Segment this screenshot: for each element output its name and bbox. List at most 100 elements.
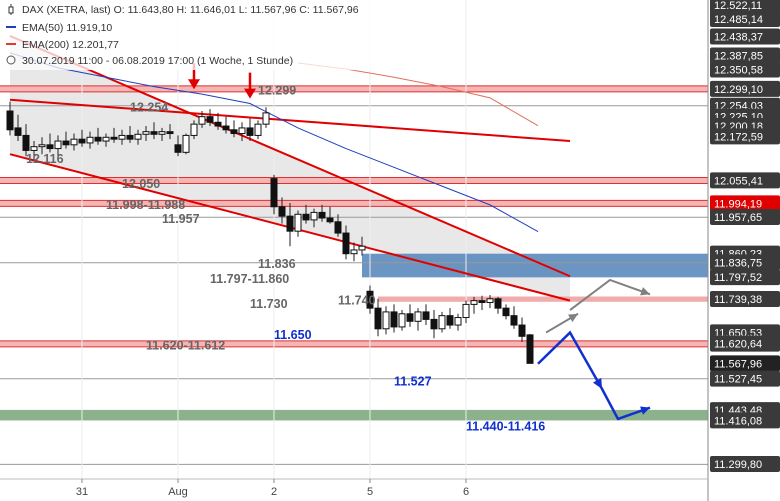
candle-body-50 <box>406 313 414 322</box>
zone-2 <box>378 296 708 302</box>
annotation-13: 11.440-11.416 <box>466 419 545 433</box>
candle-body-51 <box>414 311 422 322</box>
candle-body-52 <box>422 311 430 320</box>
candle-body-39 <box>318 211 326 219</box>
annotation-4: 11.998-11.988 <box>106 198 185 212</box>
candle-body-7 <box>62 140 70 146</box>
candle-body-47 <box>382 311 390 330</box>
zone-1 <box>362 253 708 278</box>
x-axis: 31 Aug 2 5 6 <box>0 478 708 498</box>
candle-body-17 <box>142 131 150 135</box>
candle-body-60 <box>486 298 494 304</box>
y-tick-label-15: 11.797,52 <box>714 272 762 284</box>
y-tick-label-16: 11.739,38 <box>714 294 762 306</box>
level-band-0 <box>0 85 708 92</box>
y-tick-label-14: 11.836,75 <box>714 257 762 269</box>
candle-body-53 <box>430 318 438 330</box>
down-marker-head-1 <box>244 88 256 99</box>
x-tick-label-0: 31 <box>76 486 88 498</box>
candle-body-5 <box>46 144 54 150</box>
annotation-3: 12.050 <box>122 177 160 191</box>
candle-body-6 <box>54 140 62 150</box>
y-tick-label-1: 12.485,14 <box>714 14 763 26</box>
candle-body-14 <box>118 134 126 140</box>
candle-body-43 <box>350 249 358 255</box>
candle-body-8 <box>70 138 78 146</box>
candle-body-10 <box>86 136 94 144</box>
y-tick-label-4: 12.350,58 <box>714 64 763 76</box>
candle-body-48 <box>390 311 398 328</box>
x-tick-label-3: 5 <box>367 486 373 498</box>
y-tick-bg-18 <box>710 335 780 352</box>
level-band-2 <box>0 177 708 184</box>
zone-3 <box>0 409 708 421</box>
candle-body-4 <box>38 144 46 148</box>
y-tick-bg-2 <box>710 28 780 45</box>
annotation-2: 12.116 <box>26 152 64 166</box>
y-tick-bg-15 <box>710 269 780 286</box>
candle-body-49 <box>398 313 406 328</box>
candle-body-41 <box>334 221 342 234</box>
y-tick-label-2: 12.438,37 <box>714 32 763 44</box>
candle-body-42 <box>342 232 350 255</box>
candle-body-16 <box>134 133 142 140</box>
clock-icon <box>6 55 16 65</box>
candle-body-64 <box>518 324 526 337</box>
y-tick-label-3: 12.387,85 <box>714 50 763 62</box>
y-tick-bg-0 <box>710 0 780 14</box>
projection-arrowhead-mid <box>592 377 602 389</box>
y-tick-bg-20 <box>710 370 780 387</box>
y-tick-label-20: 11.527,45 <box>714 374 762 386</box>
y-tick-label-10: 12.055,41 <box>714 175 763 187</box>
projection-arrowhead-0 <box>640 406 650 415</box>
projections <box>537 278 651 421</box>
down-marker-head-0 <box>188 79 200 90</box>
candle-body-40 <box>326 217 334 223</box>
candle-body-11 <box>94 136 102 142</box>
candle-body-29 <box>238 127 246 135</box>
candle-body-24 <box>198 116 206 125</box>
candle-body-63 <box>510 315 518 326</box>
y-tick-bg-11 <box>710 195 780 212</box>
candle-body-2 <box>22 134 30 151</box>
annotation-0: 12.299 <box>258 83 296 97</box>
candle-body-15 <box>126 134 134 140</box>
candle-body-65 <box>526 334 534 364</box>
annotation-7: 11.797-11.860 <box>210 272 289 286</box>
candle-body-18 <box>150 131 158 135</box>
y-tick-bg-23 <box>710 456 780 473</box>
candle-body-45 <box>366 290 374 309</box>
legend: DAX (XETRA, last) O: 11.643,80 H: 11.646… <box>0 0 392 70</box>
legend-text-0: DAX (XETRA, last) O: 11.643,80 H: 11.646… <box>22 4 359 16</box>
ema50-line <box>9 52 539 232</box>
candle-body-59 <box>478 300 486 304</box>
candle-body-38 <box>310 211 318 221</box>
annotation-5: 11.957 <box>162 212 200 226</box>
y-tick-label-11: 11.994,19 <box>714 198 762 210</box>
candle-body-0 <box>6 110 14 131</box>
trendline-1 <box>9 98 571 143</box>
candle-body-22 <box>182 134 190 153</box>
y-tick-bg-19 <box>710 355 780 372</box>
y-axis: 12.522,11 12.485,14 12.438,37 12.387,85 12.3… <box>707 0 780 501</box>
y-tick-label-0: 12.522,11 <box>714 0 762 12</box>
annotation-10: 11.650 <box>274 328 312 342</box>
y-tick-label-18: 11.620,64 <box>714 339 762 351</box>
grid <box>81 0 467 479</box>
level-band-3 <box>0 200 708 207</box>
candle-body-19 <box>158 131 166 135</box>
legend-text-2: EMA(200) 12.201,77 <box>22 39 119 51</box>
legend-text-1: EMA(50) 11.919,10 <box>22 22 112 34</box>
candle-body-61 <box>494 298 502 309</box>
candle-body-12 <box>102 136 110 142</box>
y-tick-bg-5 <box>710 80 780 97</box>
annotation-12: 11.527 <box>394 374 432 388</box>
legend-text-3: 30.07.2019 11:00 - 06.08.2019 17:00 (1 W… <box>22 55 293 67</box>
y-tick-bg-16 <box>710 290 780 307</box>
annotation-8: 11.740 <box>338 293 376 307</box>
annotation-11: 11.620-11.612 <box>146 338 225 352</box>
candle-body-9 <box>78 138 86 144</box>
x-tick-label-2: 2 <box>271 486 277 498</box>
candle-body-20 <box>166 131 174 135</box>
annotations: 12.29912.25412.11612.05011.998-11.98811.… <box>26 83 545 433</box>
